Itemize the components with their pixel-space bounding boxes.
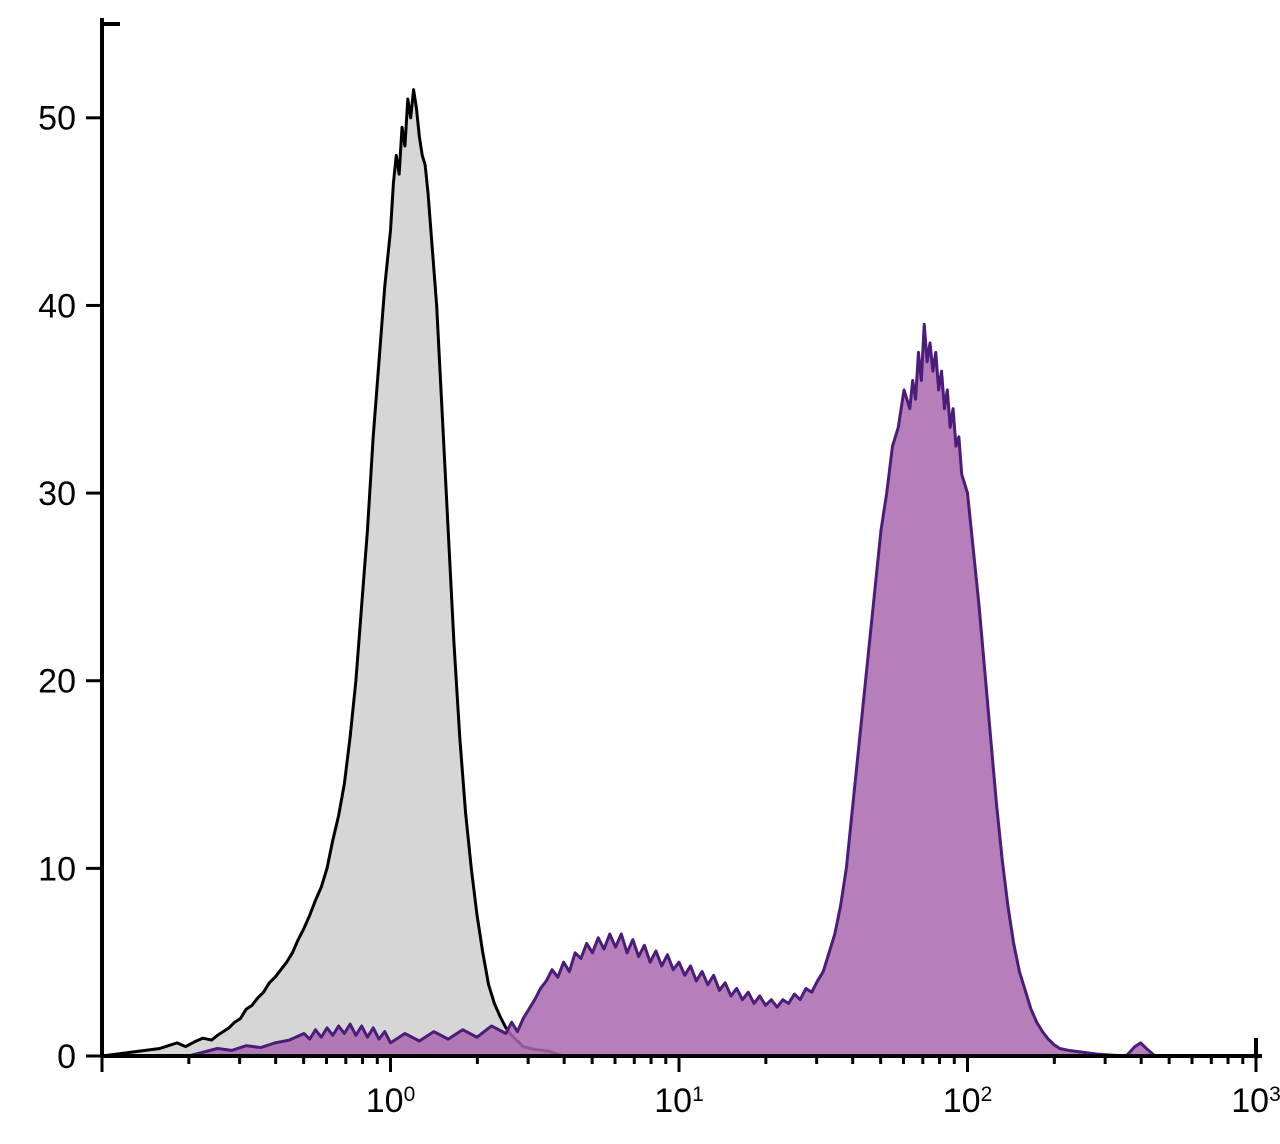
plot-area bbox=[102, 90, 1256, 1056]
y-tick-label: 30 bbox=[38, 475, 76, 513]
series-stained bbox=[102, 324, 1256, 1056]
x-tick-label: 102 bbox=[943, 1082, 993, 1120]
x-tick-label: 103 bbox=[1231, 1082, 1280, 1120]
y-axis-ticks bbox=[86, 118, 102, 1056]
y-axis-labels: 0 10 20 30 40 50 bbox=[38, 100, 76, 1076]
axes bbox=[102, 18, 1262, 1056]
x-axis-ticks bbox=[102, 1056, 1256, 1072]
series-control bbox=[102, 90, 1256, 1056]
x-tick-label: 101 bbox=[654, 1082, 704, 1120]
flow-cytometry-histogram: 100 101 102 103 0 10 20 30 40 50 bbox=[0, 0, 1280, 1144]
x-axis-labels: 100 101 102 103 bbox=[366, 1082, 1280, 1120]
y-tick-label: 40 bbox=[38, 287, 76, 325]
y-tick-label: 0 bbox=[57, 1038, 76, 1076]
y-tick-label: 50 bbox=[38, 100, 76, 138]
x-tick-label: 100 bbox=[366, 1082, 416, 1120]
y-tick-label: 20 bbox=[38, 663, 76, 701]
y-tick-label: 10 bbox=[38, 850, 76, 888]
